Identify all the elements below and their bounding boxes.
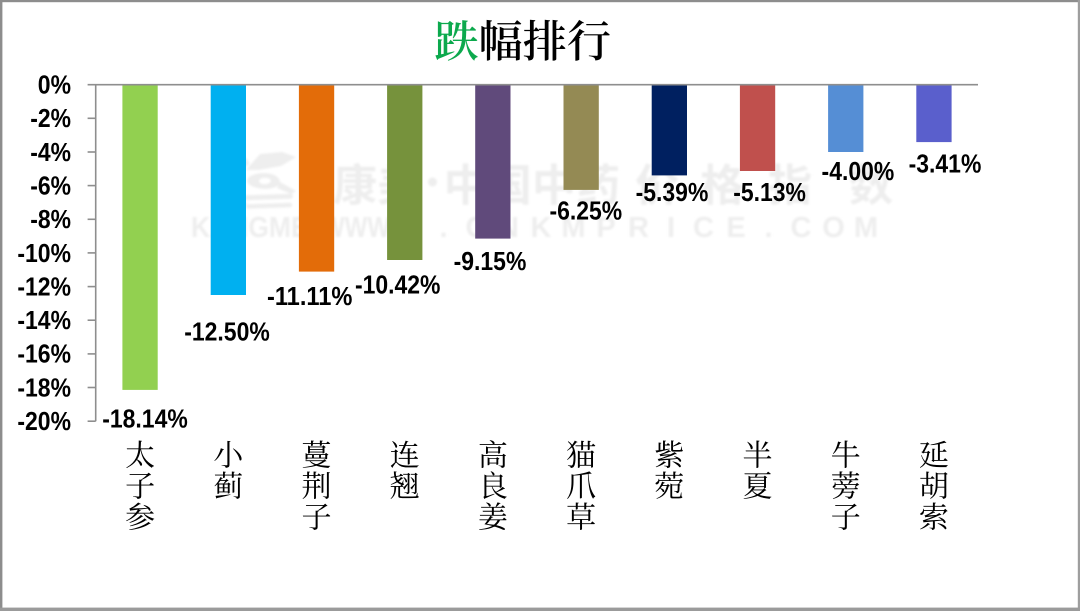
svg-text:-9.15%: -9.15% (454, 248, 527, 276)
svg-text:-6.25%: -6.25% (549, 197, 622, 225)
svg-text:-20%: -20% (17, 408, 71, 436)
svg-text:-4%: -4% (30, 139, 71, 167)
svg-text:O: O (822, 212, 845, 244)
svg-text:I: I (667, 212, 675, 244)
svg-text:-5.39%: -5.39% (636, 179, 709, 207)
svg-text:-12%: -12% (17, 273, 71, 301)
svg-text:-4.00%: -4.00% (822, 158, 895, 186)
svg-text:C: C (693, 212, 714, 244)
svg-text:-3.41%: -3.41% (909, 150, 982, 178)
svg-text:C: C (791, 212, 812, 244)
svg-text:-11.11%: -11.11% (267, 283, 353, 311)
svg-text:M: M (854, 212, 878, 244)
svg-text:P: P (596, 212, 615, 244)
svg-text:-18%: -18% (17, 374, 71, 402)
svg-text:-16%: -16% (17, 341, 71, 369)
svg-text:M: M (561, 212, 585, 244)
svg-text:-6%: -6% (30, 172, 71, 200)
svg-text:-14%: -14% (17, 307, 71, 335)
svg-text:.: . (764, 212, 772, 244)
svg-text:0%: 0% (38, 72, 71, 100)
svg-text:-8%: -8% (30, 206, 71, 234)
svg-text:-10%: -10% (17, 240, 71, 268)
svg-text:K: K (531, 212, 552, 244)
svg-text:-2%: -2% (30, 105, 71, 133)
svg-text:E: E (726, 212, 745, 244)
svg-text:.: . (439, 212, 447, 244)
svg-text:-5.13%: -5.13% (733, 179, 806, 207)
svg-text:-12.50%: -12.50% (184, 318, 270, 346)
svg-text:R: R (628, 212, 649, 244)
svg-text:KANGMEI: KANGMEI (191, 212, 316, 244)
svg-text:-10.42%: -10.42% (355, 272, 441, 300)
svg-text:-18.14%: -18.14% (102, 406, 188, 434)
